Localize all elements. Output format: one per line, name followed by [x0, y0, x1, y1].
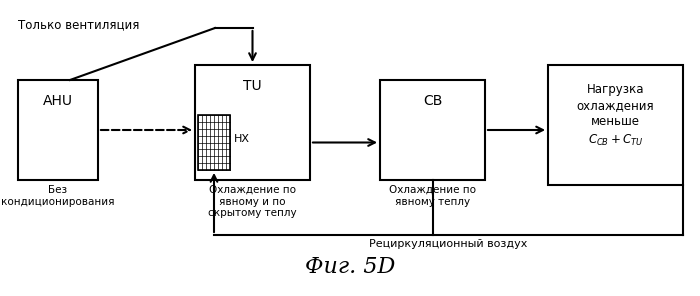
Text: AHU: AHU	[43, 94, 73, 108]
Text: Без
кондиционирования: Без кондиционирования	[1, 185, 115, 207]
Text: Охлаждение по
явному и по
скрытому теплу: Охлаждение по явному и по скрытому теплу	[208, 185, 297, 218]
Text: меньше: меньше	[591, 115, 640, 128]
Bar	[18, 80, 98, 180]
Text: охлаждения: охлаждения	[577, 99, 654, 112]
Bar	[548, 65, 683, 185]
Text: $C_{CB} + C_{TU}$: $C_{CB} + C_{TU}$	[588, 133, 643, 148]
Text: CB: CB	[423, 94, 442, 108]
Text: Фиг. 5D: Фиг. 5D	[304, 256, 395, 278]
Text: Рециркуляционный воздух: Рециркуляционный воздух	[370, 239, 528, 249]
Bar	[195, 65, 310, 180]
Text: Охлаждение по
явному теплу: Охлаждение по явному теплу	[389, 185, 476, 207]
Bar	[380, 80, 485, 180]
Text: TU: TU	[243, 79, 262, 93]
Text: Нагрузка: Нагрузка	[587, 83, 644, 96]
Text: Только вентиляция: Только вентиляция	[18, 18, 139, 31]
Bar	[198, 115, 230, 170]
Text: HX: HX	[234, 134, 250, 144]
